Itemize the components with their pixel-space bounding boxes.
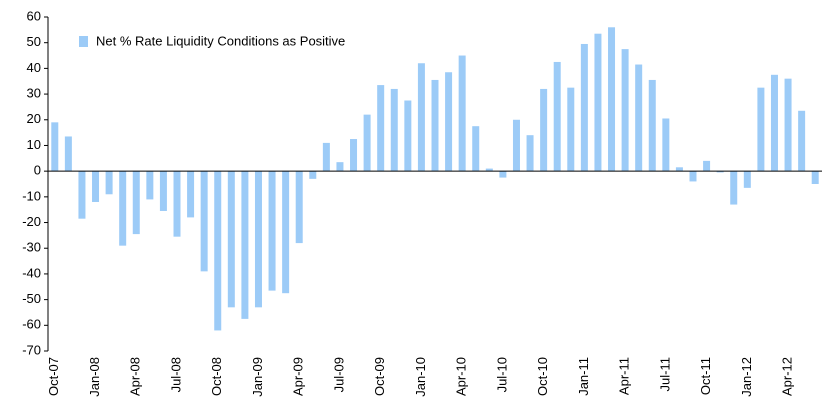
bar — [608, 27, 616, 172]
bar — [648, 79, 656, 172]
bar — [322, 142, 330, 172]
bar — [377, 85, 385, 172]
bar — [431, 79, 439, 172]
bar — [105, 171, 113, 195]
bar — [200, 171, 208, 272]
bar — [662, 118, 670, 172]
x-tick-label: Oct-07 — [46, 357, 61, 396]
bar — [567, 87, 575, 172]
legend-swatch — [79, 36, 88, 47]
bar — [241, 171, 249, 319]
x-tick-label: Jul-10 — [494, 357, 509, 392]
x-tick-label: Apr-10 — [454, 357, 469, 396]
bar — [540, 88, 548, 172]
bar — [282, 171, 290, 294]
x-tick-label: Apr-08 — [128, 357, 143, 396]
x-tick-label: Jul-11 — [657, 357, 672, 391]
y-tick-label: -10 — [22, 188, 41, 203]
x-tick-label: Oct-09 — [372, 357, 387, 396]
y-tick-label: 10 — [27, 137, 41, 152]
y-tick-label: -20 — [22, 214, 41, 229]
x-tick-label: Apr-12 — [779, 357, 794, 396]
y-tick-label: 0 — [34, 163, 41, 178]
x-tick-label: Jul-09 — [331, 357, 346, 392]
bar — [703, 160, 711, 172]
bar — [404, 100, 412, 172]
bar — [580, 43, 588, 172]
bar — [445, 72, 453, 172]
x-tick-label: Jan-09 — [250, 357, 265, 397]
bar — [119, 171, 127, 246]
y-tick-label: 30 — [27, 86, 41, 101]
y-tick-label: -50 — [22, 291, 41, 306]
bar — [743, 171, 751, 188]
y-tick-label: -60 — [22, 317, 41, 332]
bar — [798, 110, 806, 172]
y-tick-label: 50 — [27, 34, 41, 49]
bar — [730, 171, 738, 205]
x-tick-label: Jul-08 — [168, 357, 183, 392]
y-tick-label: -30 — [22, 240, 41, 255]
bar — [499, 171, 507, 178]
legend-label: Net % Rate Liquidity Conditions as Posit… — [96, 33, 345, 48]
bar — [309, 171, 317, 179]
x-tick-label: Apr-09 — [291, 357, 306, 396]
bar — [132, 171, 140, 235]
x-tick-label: Oct-10 — [535, 357, 550, 396]
bar — [770, 74, 778, 172]
bar — [472, 126, 480, 172]
bar — [635, 64, 643, 172]
bar — [254, 171, 262, 308]
bar — [390, 88, 398, 172]
bar — [512, 119, 520, 172]
y-tick-label: 40 — [27, 60, 41, 75]
bar — [187, 171, 195, 218]
bar — [675, 167, 683, 172]
y-tick-label: 60 — [27, 8, 41, 23]
bar — [173, 171, 181, 237]
bar — [336, 162, 344, 172]
x-tick-label: Jan-11 — [576, 357, 591, 396]
x-tick-label: Jan-10 — [413, 357, 428, 397]
bar — [146, 171, 154, 200]
bar — [350, 139, 358, 172]
bar — [485, 168, 493, 172]
bar — [458, 55, 466, 172]
y-tick-label: -40 — [22, 265, 41, 280]
bar — [78, 171, 86, 219]
bar — [64, 136, 72, 172]
bar — [268, 171, 276, 291]
bar — [526, 135, 534, 172]
bar — [92, 171, 100, 202]
bar — [757, 87, 765, 172]
y-tick-label: 20 — [27, 111, 41, 126]
bar — [214, 171, 222, 331]
bar — [417, 63, 425, 172]
bar — [227, 171, 235, 308]
bar — [159, 171, 167, 211]
x-tick-label: Oct-08 — [209, 357, 224, 396]
bar — [553, 61, 561, 172]
bar — [51, 122, 59, 172]
bar — [363, 114, 371, 172]
bar — [811, 171, 819, 184]
bar — [689, 171, 697, 182]
x-tick-label: Oct-11 — [698, 357, 713, 395]
x-tick-label: Jan-12 — [739, 357, 754, 397]
x-tick-label: Jan-08 — [87, 357, 102, 397]
y-tick-label: -70 — [22, 342, 41, 357]
x-tick-label: Apr-11 — [617, 357, 632, 395]
bar — [594, 33, 602, 172]
bar — [784, 78, 792, 172]
bar — [295, 171, 303, 244]
bar — [621, 49, 629, 172]
bar — [716, 171, 724, 173]
